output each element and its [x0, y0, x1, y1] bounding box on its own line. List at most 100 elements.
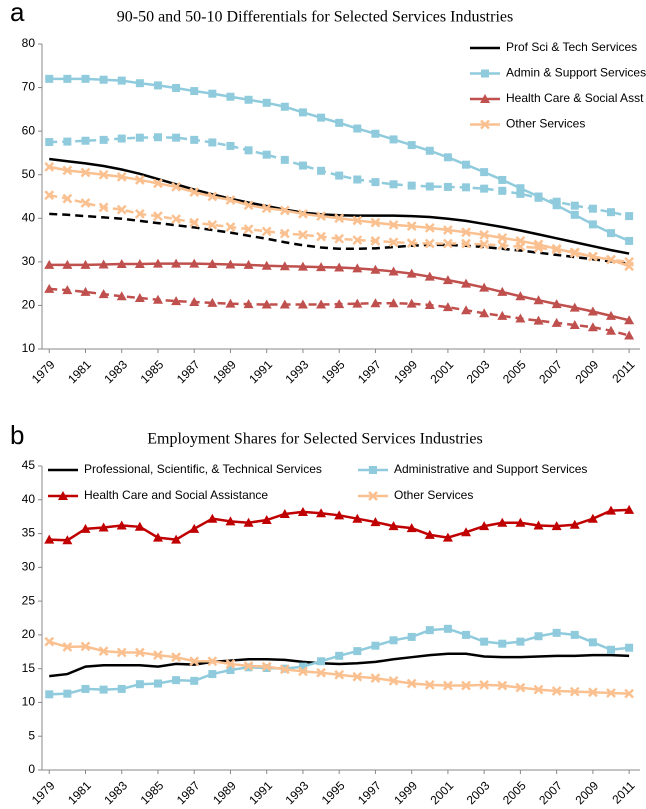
point-marker: [353, 175, 362, 184]
y-tick-label: 15: [22, 661, 36, 675]
point-marker: [172, 84, 181, 93]
point-marker: [62, 285, 73, 295]
point-marker: [189, 187, 200, 198]
point-marker: [243, 259, 254, 269]
x-tick-label: 2001: [427, 357, 456, 386]
point-marker: [443, 225, 453, 235]
point-marker: [99, 685, 108, 694]
point-marker: [279, 299, 290, 309]
point-marker: [261, 260, 272, 270]
x-tick-label: 2003: [464, 778, 493, 807]
point-marker: [153, 178, 163, 189]
point-marker: [298, 209, 308, 219]
y-tick-label: 30: [22, 560, 36, 574]
point-marker: [533, 520, 544, 530]
point-marker: [80, 641, 91, 652]
point-marker: [624, 256, 635, 267]
point-marker: [171, 296, 182, 306]
point-marker: [606, 254, 616, 265]
point-marker: [298, 229, 308, 240]
point-marker: [153, 650, 163, 661]
point-marker: [98, 289, 109, 299]
x-tick-label: 2009: [572, 778, 601, 807]
x-tick-label: 2005: [500, 778, 529, 807]
point-marker: [570, 630, 579, 639]
point-marker: [607, 229, 616, 238]
point-marker: [298, 666, 308, 677]
point-marker: [317, 657, 326, 666]
point-marker: [226, 666, 235, 675]
point-marker: [406, 523, 417, 533]
point-marker: [352, 513, 363, 523]
point-marker: [62, 642, 73, 652]
point-marker: [551, 299, 562, 309]
point-marker: [461, 278, 472, 288]
x-tick-label: 1983: [101, 357, 130, 386]
point-marker: [389, 180, 398, 189]
point-marker: [99, 75, 108, 84]
point-marker: [152, 294, 163, 304]
point-marker: [424, 271, 435, 281]
point-marker: [207, 297, 218, 307]
point-marker: [171, 652, 181, 663]
x-tick-label: 2011: [609, 778, 637, 806]
point-marker: [552, 197, 561, 206]
point-marker: [152, 532, 163, 542]
point-marker: [388, 219, 399, 230]
y-tick-label: 30: [22, 254, 36, 268]
legend-label: Other Services: [394, 488, 473, 502]
point-marker: [261, 299, 272, 309]
point-marker: [424, 299, 435, 309]
point-marker: [370, 236, 381, 246]
point-marker: [624, 315, 635, 325]
point-marker: [588, 251, 598, 262]
point-marker: [81, 74, 90, 83]
point-marker: [570, 201, 579, 210]
point-marker: [353, 647, 362, 656]
legend-label: Other Services: [506, 117, 585, 131]
point-marker: [389, 636, 398, 645]
legend-label: Prof Sci & Tech Services: [506, 40, 637, 54]
point-marker: [406, 268, 417, 278]
point-marker: [606, 505, 617, 515]
point-marker: [406, 238, 417, 249]
point-marker: [297, 299, 308, 309]
x-tick-label: 2011: [609, 357, 637, 385]
point-marker: [443, 624, 452, 633]
point-marker: [334, 299, 345, 309]
point-marker: [279, 508, 290, 518]
legend-marker: [481, 69, 489, 78]
x-tick-label: 2005: [500, 357, 529, 386]
point-marker: [370, 673, 381, 684]
point-marker: [588, 204, 597, 213]
series-line: [49, 262, 630, 322]
point-marker: [443, 238, 453, 249]
point-marker: [352, 215, 363, 226]
point-marker: [134, 259, 145, 269]
point-marker: [225, 259, 236, 269]
point-marker: [317, 166, 326, 175]
point-marker: [116, 204, 127, 215]
point-marker: [189, 656, 200, 667]
x-tick-label: 1979: [29, 778, 58, 807]
point-marker: [316, 231, 326, 242]
point-marker: [80, 167, 91, 178]
point-marker: [316, 667, 326, 678]
point-marker: [261, 203, 272, 214]
point-marker: [552, 628, 561, 637]
x-tick-label: 2001: [427, 778, 456, 807]
point-marker: [262, 150, 271, 159]
point-marker: [533, 243, 544, 253]
point-marker: [190, 135, 199, 144]
point-marker: [551, 686, 562, 696]
point-marker: [44, 534, 55, 544]
point-marker: [261, 226, 272, 237]
point-marker: [189, 523, 200, 533]
point-marker: [479, 308, 490, 318]
point-marker: [587, 513, 598, 523]
point-marker: [606, 325, 617, 335]
point-marker: [461, 238, 471, 249]
legend-marker: [480, 119, 490, 130]
point-marker: [153, 679, 162, 688]
